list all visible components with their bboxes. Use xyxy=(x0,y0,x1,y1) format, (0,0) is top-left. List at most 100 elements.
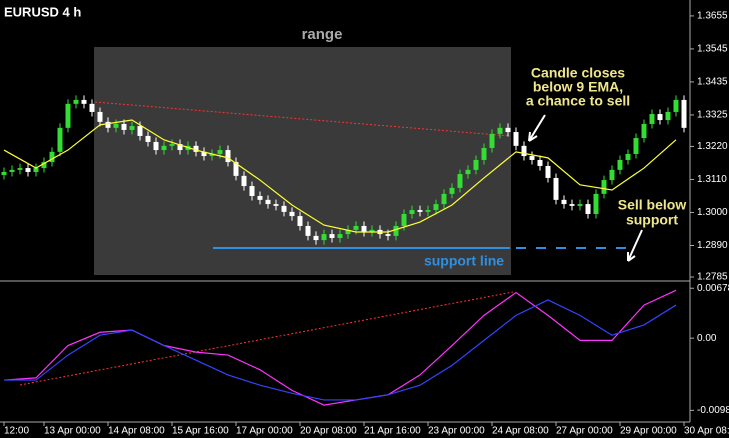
candle-body xyxy=(393,225,399,236)
candle-body xyxy=(673,99,679,112)
candle-body xyxy=(369,229,375,232)
candle-body xyxy=(345,229,351,235)
candle-body xyxy=(105,121,111,128)
candle-body xyxy=(505,127,511,133)
y-tick-label: 0.00 xyxy=(697,333,717,344)
support-label: support line xyxy=(424,253,504,269)
candle-body xyxy=(257,195,263,200)
candle-body xyxy=(145,135,151,142)
candle-body xyxy=(385,234,391,236)
candle-body xyxy=(177,144,183,151)
x-tick-label: 27 Apr 00:00 xyxy=(556,426,613,437)
candle-body xyxy=(25,168,31,172)
candle-body xyxy=(273,204,279,206)
candle-body xyxy=(297,216,303,226)
candle-body xyxy=(649,114,655,124)
candle-body xyxy=(657,114,663,121)
candle-body xyxy=(201,151,207,157)
candle-body xyxy=(425,210,431,212)
range-box xyxy=(94,47,511,275)
candle-body xyxy=(73,99,79,104)
candle-body xyxy=(129,126,135,130)
candle-body xyxy=(281,205,287,212)
candle-body xyxy=(193,145,199,152)
x-tick-label: 24 Apr 08:00 xyxy=(492,426,549,437)
candle-body xyxy=(33,168,39,172)
x-tick-label: 17 Apr 00:00 xyxy=(236,426,293,437)
y-tick-label: 1.3325 xyxy=(697,110,728,121)
x-tick-label: 30 Apr 08:00 xyxy=(684,426,729,437)
candle-body xyxy=(585,204,591,214)
candle-body xyxy=(569,204,575,206)
candle-body xyxy=(633,138,639,154)
x-tick-label: 12:00 xyxy=(4,426,29,437)
candle-body xyxy=(529,156,535,160)
candle-body xyxy=(641,123,647,139)
candle-body xyxy=(497,127,503,134)
candle-body xyxy=(217,150,223,154)
line xyxy=(3,289,677,406)
candle-body xyxy=(153,141,159,151)
candle-body xyxy=(121,123,127,130)
candle-body xyxy=(209,153,215,157)
candle-body xyxy=(9,169,15,172)
x-tick-label: 23 Apr 00:00 xyxy=(428,426,485,437)
candle-body xyxy=(65,103,71,128)
y-tick-label: 1.2890 xyxy=(697,240,728,251)
candle-body xyxy=(561,199,567,205)
x-tick-label: 13 Apr 00:00 xyxy=(44,426,101,437)
candle-body xyxy=(409,210,415,214)
candle-body xyxy=(329,234,335,238)
signal-note: Candle closes xyxy=(531,65,625,81)
y-tick-label: 1.2785 xyxy=(697,272,728,283)
candle-body xyxy=(337,234,343,238)
marks: 1.3655 1.3545 1.3435 1.3325 1.3220 1.3110 1.30… xyxy=(1,11,729,437)
y-tick-label: -0.00982 xyxy=(697,405,729,416)
candle-body xyxy=(489,133,495,148)
candle-body xyxy=(169,144,175,146)
candle-body xyxy=(233,162,239,176)
candle-body xyxy=(457,174,463,188)
candle-body xyxy=(321,234,327,241)
candle-body xyxy=(249,186,255,196)
y-tick-label: 1.3000 xyxy=(697,207,728,218)
y-tick-label: 1.3435 xyxy=(697,77,728,88)
candle-body xyxy=(577,204,583,206)
x-tick-label: 29 Apr 00:00 xyxy=(620,426,677,437)
candle-body xyxy=(449,187,455,194)
candle-body xyxy=(49,151,55,163)
candle-body xyxy=(305,225,311,236)
candle-body xyxy=(1,171,7,175)
candle-body xyxy=(89,103,95,112)
candle-body xyxy=(313,235,319,241)
x-tick-label: 21 Apr 16:00 xyxy=(364,426,421,437)
candle-body xyxy=(521,145,527,157)
y-tick-label: 1.3110 xyxy=(697,174,727,185)
candle-body xyxy=(593,193,599,214)
y-tick-label: 1.3220 xyxy=(697,141,728,152)
sell-arrow xyxy=(627,229,643,262)
candle-body xyxy=(97,111,103,122)
line xyxy=(4,299,677,401)
candle-body xyxy=(401,213,407,226)
candle-body xyxy=(513,132,519,146)
line xyxy=(3,119,677,233)
signal-note: below 9 EMA, xyxy=(533,79,623,95)
candle-body xyxy=(113,123,119,128)
candle-body xyxy=(361,225,367,232)
candle-body xyxy=(225,150,231,163)
candle-body xyxy=(681,99,687,128)
candle-body xyxy=(609,169,615,181)
candle-body xyxy=(545,165,551,178)
candle-body xyxy=(617,159,623,170)
candle-body xyxy=(417,210,423,212)
candle-body xyxy=(289,211,295,217)
candle-body xyxy=(465,169,471,175)
chart-title: EURUSD 4 h xyxy=(4,4,81,19)
candle-body xyxy=(41,162,47,169)
candle-body xyxy=(537,159,543,166)
candle-body xyxy=(57,127,63,152)
candle-body xyxy=(137,126,143,136)
